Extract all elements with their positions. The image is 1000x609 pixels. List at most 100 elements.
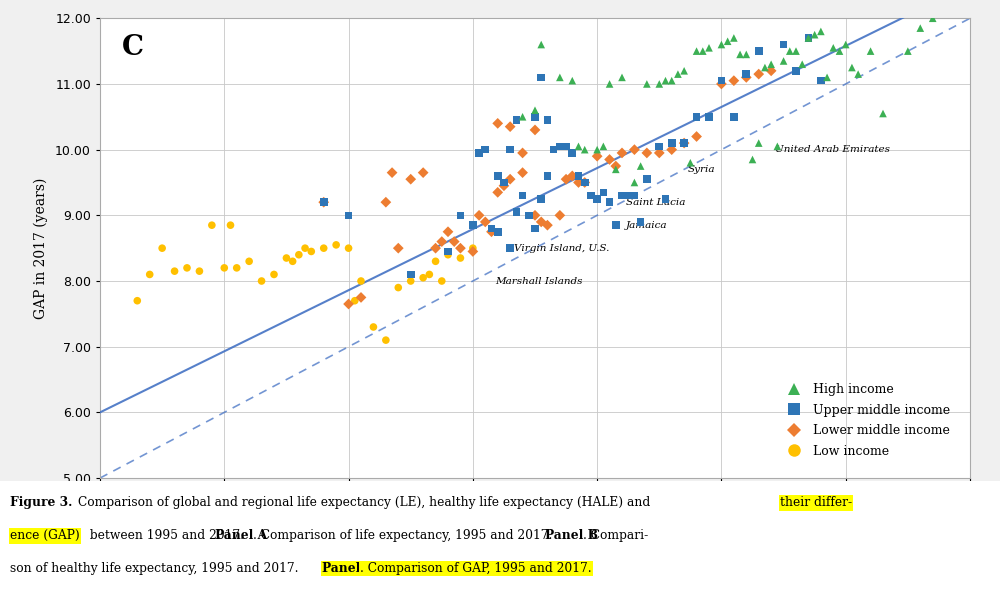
Point <box>552 211 568 220</box>
Point <box>651 141 667 151</box>
Point <box>533 40 549 49</box>
Point <box>813 76 829 85</box>
Point <box>602 197 618 207</box>
Point <box>527 211 543 220</box>
Point <box>316 197 332 207</box>
Point <box>502 174 518 184</box>
Point <box>664 76 680 85</box>
Point <box>689 132 705 141</box>
Point <box>434 237 450 247</box>
Point <box>328 240 344 250</box>
Point <box>602 155 618 164</box>
Point <box>378 335 394 345</box>
Point <box>434 276 450 286</box>
Point <box>695 46 711 56</box>
Point <box>713 79 729 89</box>
Point <box>477 217 493 227</box>
Text: Comparison of global and regional life expectancy (LE), healthy life expectancy : Comparison of global and regional life e… <box>78 496 654 509</box>
Text: Figure 3.: Figure 3. <box>10 496 72 509</box>
Point <box>875 108 891 118</box>
Point <box>658 194 674 204</box>
Text: Saint Lucia: Saint Lucia <box>626 198 685 206</box>
Text: . Compari-: . Compari- <box>583 529 648 542</box>
Point <box>278 253 294 263</box>
Point <box>689 46 705 56</box>
Point <box>241 256 257 266</box>
Point <box>254 276 270 286</box>
Point <box>682 158 698 167</box>
Point <box>229 263 245 273</box>
Point <box>577 178 593 188</box>
Point <box>496 178 512 188</box>
Point <box>608 220 624 230</box>
Point <box>452 253 468 263</box>
Point <box>577 145 593 155</box>
Point <box>465 247 481 256</box>
Point <box>664 138 680 148</box>
Point <box>465 220 481 230</box>
Point <box>676 66 692 76</box>
Point <box>353 276 369 286</box>
Point <box>285 256 301 266</box>
Point <box>720 37 736 46</box>
Point <box>515 148 531 158</box>
Point <box>614 148 630 158</box>
Point <box>490 227 506 237</box>
Point <box>800 33 816 43</box>
Point <box>602 79 618 89</box>
Point <box>378 197 394 207</box>
Point <box>390 283 406 292</box>
Point <box>776 40 792 49</box>
Point <box>191 266 207 276</box>
Point <box>651 79 667 89</box>
Point <box>465 243 481 253</box>
Point <box>484 227 500 237</box>
Point <box>266 270 282 280</box>
Point <box>527 105 543 115</box>
Point <box>633 217 649 227</box>
Point <box>440 250 456 259</box>
Point <box>515 191 531 200</box>
Point <box>738 72 754 82</box>
Point <box>415 167 431 177</box>
Text: C: C <box>122 34 144 62</box>
Point <box>639 148 655 158</box>
Point <box>608 164 624 174</box>
Point <box>471 148 487 158</box>
Point <box>564 76 580 85</box>
Point <box>850 69 866 79</box>
Text: Virgin Island, U.S.: Virgin Island, U.S. <box>514 244 609 253</box>
Point <box>925 13 941 23</box>
Point <box>577 178 593 188</box>
Point <box>496 181 512 191</box>
Point <box>570 141 586 151</box>
Point <box>689 112 705 122</box>
Point <box>589 194 605 204</box>
Point <box>527 224 543 233</box>
Point <box>428 243 444 253</box>
Y-axis label: GAP in 2017 (years): GAP in 2017 (years) <box>34 177 48 319</box>
Point <box>539 115 555 125</box>
Point <box>347 296 363 306</box>
Point <box>502 145 518 155</box>
Point <box>738 49 754 59</box>
Text: . Comparison of life expectancy, 1995 and 2017.: . Comparison of life expectancy, 1995 an… <box>253 529 556 542</box>
Point <box>626 191 642 200</box>
Point <box>490 188 506 197</box>
Point <box>365 322 381 332</box>
Point <box>570 171 586 181</box>
Point <box>154 243 170 253</box>
Point <box>744 155 761 164</box>
Point <box>813 27 829 37</box>
Point <box>900 46 916 56</box>
Point <box>471 211 487 220</box>
Point <box>204 220 220 230</box>
Point <box>639 79 655 89</box>
Point <box>384 167 400 177</box>
Point <box>664 145 680 155</box>
Point <box>751 46 767 56</box>
Point <box>863 46 879 56</box>
Point <box>639 174 655 184</box>
Point <box>751 69 767 79</box>
Point <box>751 138 767 148</box>
